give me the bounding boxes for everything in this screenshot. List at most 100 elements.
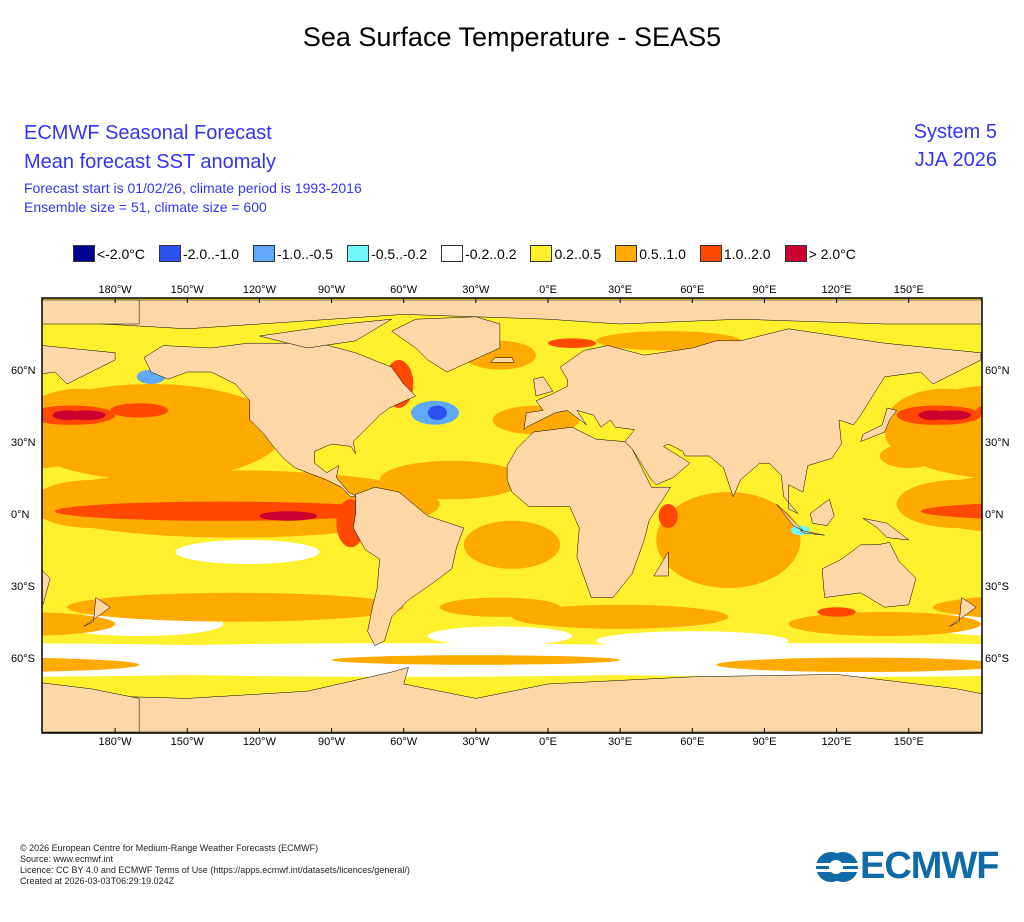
anomaly-region <box>42 388 140 461</box>
landmass <box>84 598 110 627</box>
longitude-label: 150°E <box>893 736 924 748</box>
ensemble-info: Ensemble size = 51, climate size = 600 <box>24 199 267 215</box>
legend-swatch <box>615 245 638 262</box>
anomaly-region <box>656 492 801 588</box>
anomaly-region <box>463 520 561 569</box>
longitude-label: 120°W <box>242 736 276 748</box>
product-title: Mean forecast SST anomaly <box>24 151 276 173</box>
longitude-label: 150°W <box>170 736 204 748</box>
landmass <box>490 358 514 363</box>
legend-label: -0.5..-0.2 <box>371 245 428 262</box>
season-label: JJA 2026 <box>914 149 997 171</box>
longitude-label: 30°W <box>462 736 490 748</box>
longitude-label: 90°W <box>318 284 346 296</box>
latitude-label: 30°S <box>985 581 1009 593</box>
color-legend: <-2.0°C -2.0..-1.0 -1.0..-0.5 -0.5..-0.2 -0.… <box>73 245 870 262</box>
longitude-label: 90°E <box>752 284 777 296</box>
landmass <box>822 542 916 607</box>
anomaly-region <box>67 592 404 622</box>
anomaly-region <box>920 503 982 519</box>
longitude-label: 60°W <box>390 736 418 748</box>
legend-label: -0.2..0.2 <box>465 245 517 262</box>
legend-item: -0.5..-0.2 <box>347 245 427 262</box>
longitude-label: 90°E <box>752 736 777 748</box>
footer-line: Created at 2026-03-03T06:29:19.024Z <box>20 876 175 886</box>
anomaly-region <box>52 410 82 420</box>
footer-credits: © 2026 European Centre for Medium-Range … <box>20 843 410 887</box>
landmass <box>42 667 139 732</box>
landmass <box>42 300 982 329</box>
forecast-title: ECMWF Seasonal Forecast <box>24 122 272 144</box>
legend-swatch <box>73 245 95 262</box>
longitude-label: 60°W <box>390 284 418 296</box>
anomaly-region <box>379 460 524 500</box>
landmass <box>144 343 416 497</box>
latitude-label: 60°S <box>985 653 1009 665</box>
longitude-label: 30°E <box>608 736 633 748</box>
longitude-label: 90°W <box>318 736 346 748</box>
landmass <box>42 300 139 329</box>
legend-swatch <box>253 245 276 262</box>
longitude-label: 0°E <box>539 736 557 748</box>
longitude-label: 30°W <box>462 284 490 296</box>
longitude-label: 120°E <box>821 284 852 296</box>
legend-label: <-2.0°C <box>97 245 146 262</box>
anomaly-region <box>110 403 169 418</box>
landmass <box>42 667 982 732</box>
forecast-start-info: Forecast start is 01/02/26, climate peri… <box>24 180 362 196</box>
legend-swatch <box>441 245 464 262</box>
legend-swatch <box>347 245 370 262</box>
landmass <box>534 377 553 396</box>
legend-label: 0.2..0.5 <box>554 245 602 262</box>
legend-swatch <box>699 245 722 262</box>
ecmwf-logo: ECMWF <box>814 845 1000 888</box>
landmass <box>863 518 909 540</box>
ecmwf-logo-text: ECMWF <box>860 845 1000 887</box>
legend-label: > 2.0°C <box>808 245 856 262</box>
footer-line: © 2026 European Centre for Medium-Range … <box>20 843 319 853</box>
footer-line: Source: www.ecmwf.int <box>20 854 114 864</box>
legend-label: -1.0..-0.5 <box>277 245 334 262</box>
legend-item: -1.0..-0.5 <box>253 245 333 262</box>
landmass <box>42 518 43 540</box>
legend-item: 0.5..1.0 <box>615 245 686 262</box>
legend-item: > 2.0°C <box>784 245 856 262</box>
latitude-label: 0°N <box>985 509 1004 521</box>
legend-item: -2.0..-1.0 <box>159 245 239 262</box>
longitude-label: 180°W <box>98 284 132 296</box>
landmass <box>353 487 464 645</box>
page-title: Sea Surface Temperature - SEAS5 <box>302 22 722 52</box>
landmass <box>950 598 976 627</box>
landmass <box>42 542 50 607</box>
legend-swatch <box>159 245 182 262</box>
map-frame <box>41 297 983 734</box>
landmass <box>524 329 981 514</box>
latitude-label: 60°N <box>11 365 36 377</box>
anomaly-region <box>596 631 789 651</box>
anomaly-region <box>42 444 72 468</box>
latitude-label: 60°S <box>11 653 35 665</box>
landmass <box>259 319 391 348</box>
landmass <box>861 408 897 442</box>
anomaly-region <box>259 511 318 521</box>
longitude-label: 60°E <box>680 736 705 748</box>
landmass <box>42 329 115 514</box>
longitude-label: 30°E <box>608 284 633 296</box>
latitude-label: 30°N <box>11 437 36 449</box>
legend-item: 0.2..0.5 <box>530 245 601 262</box>
footer-line: Licence: CC BY 4.0 and ECMWF Terms of Us… <box>20 865 410 875</box>
latitude-label: 30°S <box>11 581 35 593</box>
legend-label: -2.0..-1.0 <box>183 245 240 262</box>
longitude-label: 150°E <box>893 284 924 296</box>
anomaly-region <box>42 657 140 672</box>
anomaly-region <box>42 612 116 636</box>
anomaly-region <box>331 655 621 665</box>
landmass <box>392 317 500 372</box>
legend-swatch <box>784 245 807 262</box>
legend-label: 0.5..1.0 <box>639 245 686 262</box>
longitude-label: 60°E <box>680 284 705 296</box>
anomaly-region <box>976 406 982 415</box>
anomaly-region <box>716 657 982 672</box>
anomaly-region <box>42 643 452 677</box>
